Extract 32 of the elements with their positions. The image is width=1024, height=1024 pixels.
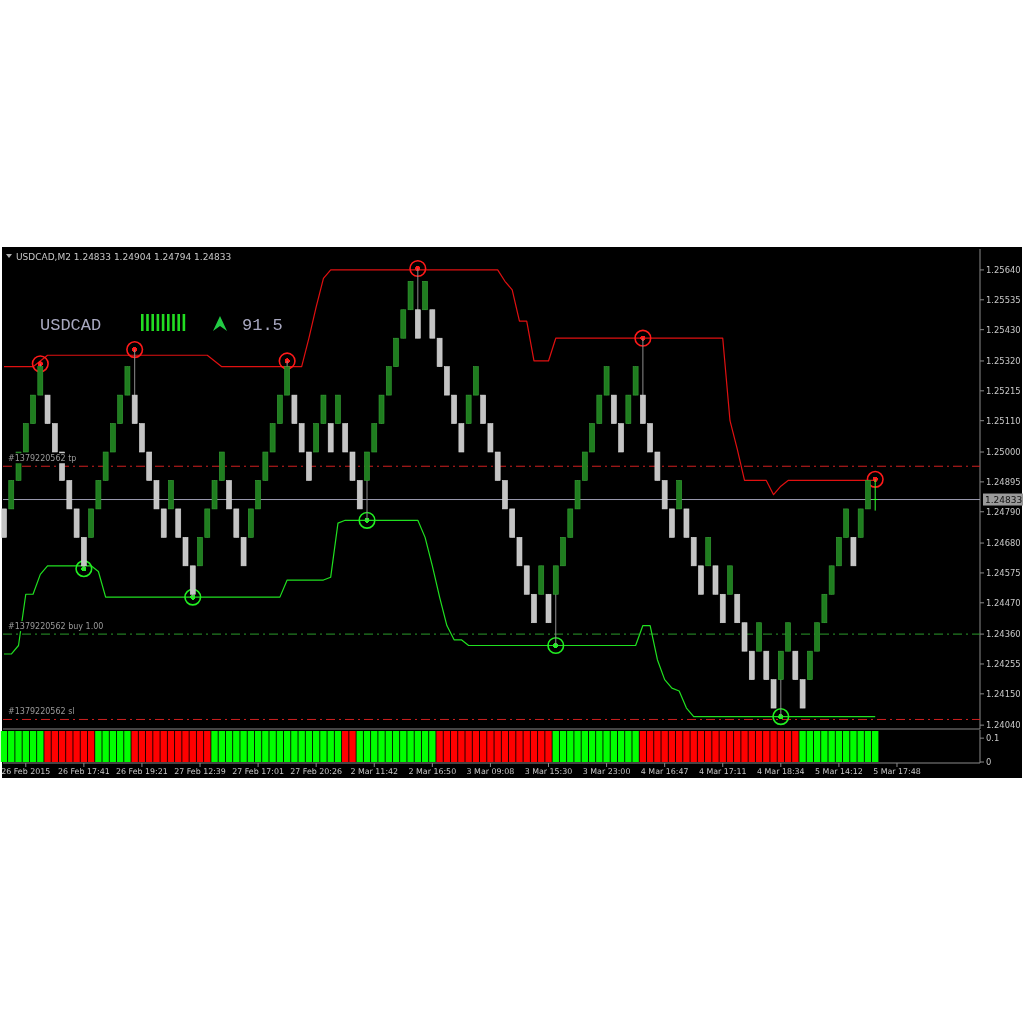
y-tick-label: 1.25640 <box>986 264 1021 275</box>
point <box>126 340 144 359</box>
chart-title: USDCAD,M2 1.24833 1.24904 1.24794 1.24833 <box>16 252 232 263</box>
point <box>409 259 427 278</box>
y-tick-label: 1.24360 <box>986 629 1021 640</box>
point <box>634 329 652 347</box>
y-tick-label: 1.24680 <box>986 538 1021 548</box>
y-tick-label: 0.1 <box>986 733 1000 744</box>
candlestick <box>872 478 879 512</box>
ref-line-label: #1379220562 buy 1.00 <box>8 622 104 632</box>
ref-line-label: 1.24833 <box>985 494 1023 505</box>
point <box>358 511 376 529</box>
y-tick-label: 1.24040 <box>986 720 1021 731</box>
annotation: USDCAD <box>40 316 102 335</box>
ref-line-label: #1379220562 tp <box>8 454 77 464</box>
y-tick-label: 1.25320 <box>986 355 1021 366</box>
ref-line-label: #1379220562 sl <box>8 707 75 717</box>
annotation: 91.5 <box>242 316 283 335</box>
point <box>547 636 565 655</box>
y-tick-label: 1.24255 <box>986 658 1021 669</box>
y-tick-label: 1.25430 <box>986 324 1021 335</box>
y-tick-label: 1.24895 <box>986 476 1021 487</box>
y-tick-label: 1.25000 <box>986 446 1021 457</box>
y-tick-label: 1.25215 <box>986 385 1021 396</box>
y-tick-label: 1.24575 <box>986 567 1021 578</box>
y-tick-label: 1.25535 <box>986 294 1021 305</box>
point <box>772 708 790 726</box>
y-tick-label: 0 <box>986 756 992 767</box>
y-tick-label: 1.24150 <box>986 688 1021 699</box>
y-tick-label: 1.25110 <box>986 415 1021 426</box>
y-tick-label: 1.24790 <box>986 506 1021 517</box>
y-tick-label: 1.24470 <box>986 597 1021 608</box>
